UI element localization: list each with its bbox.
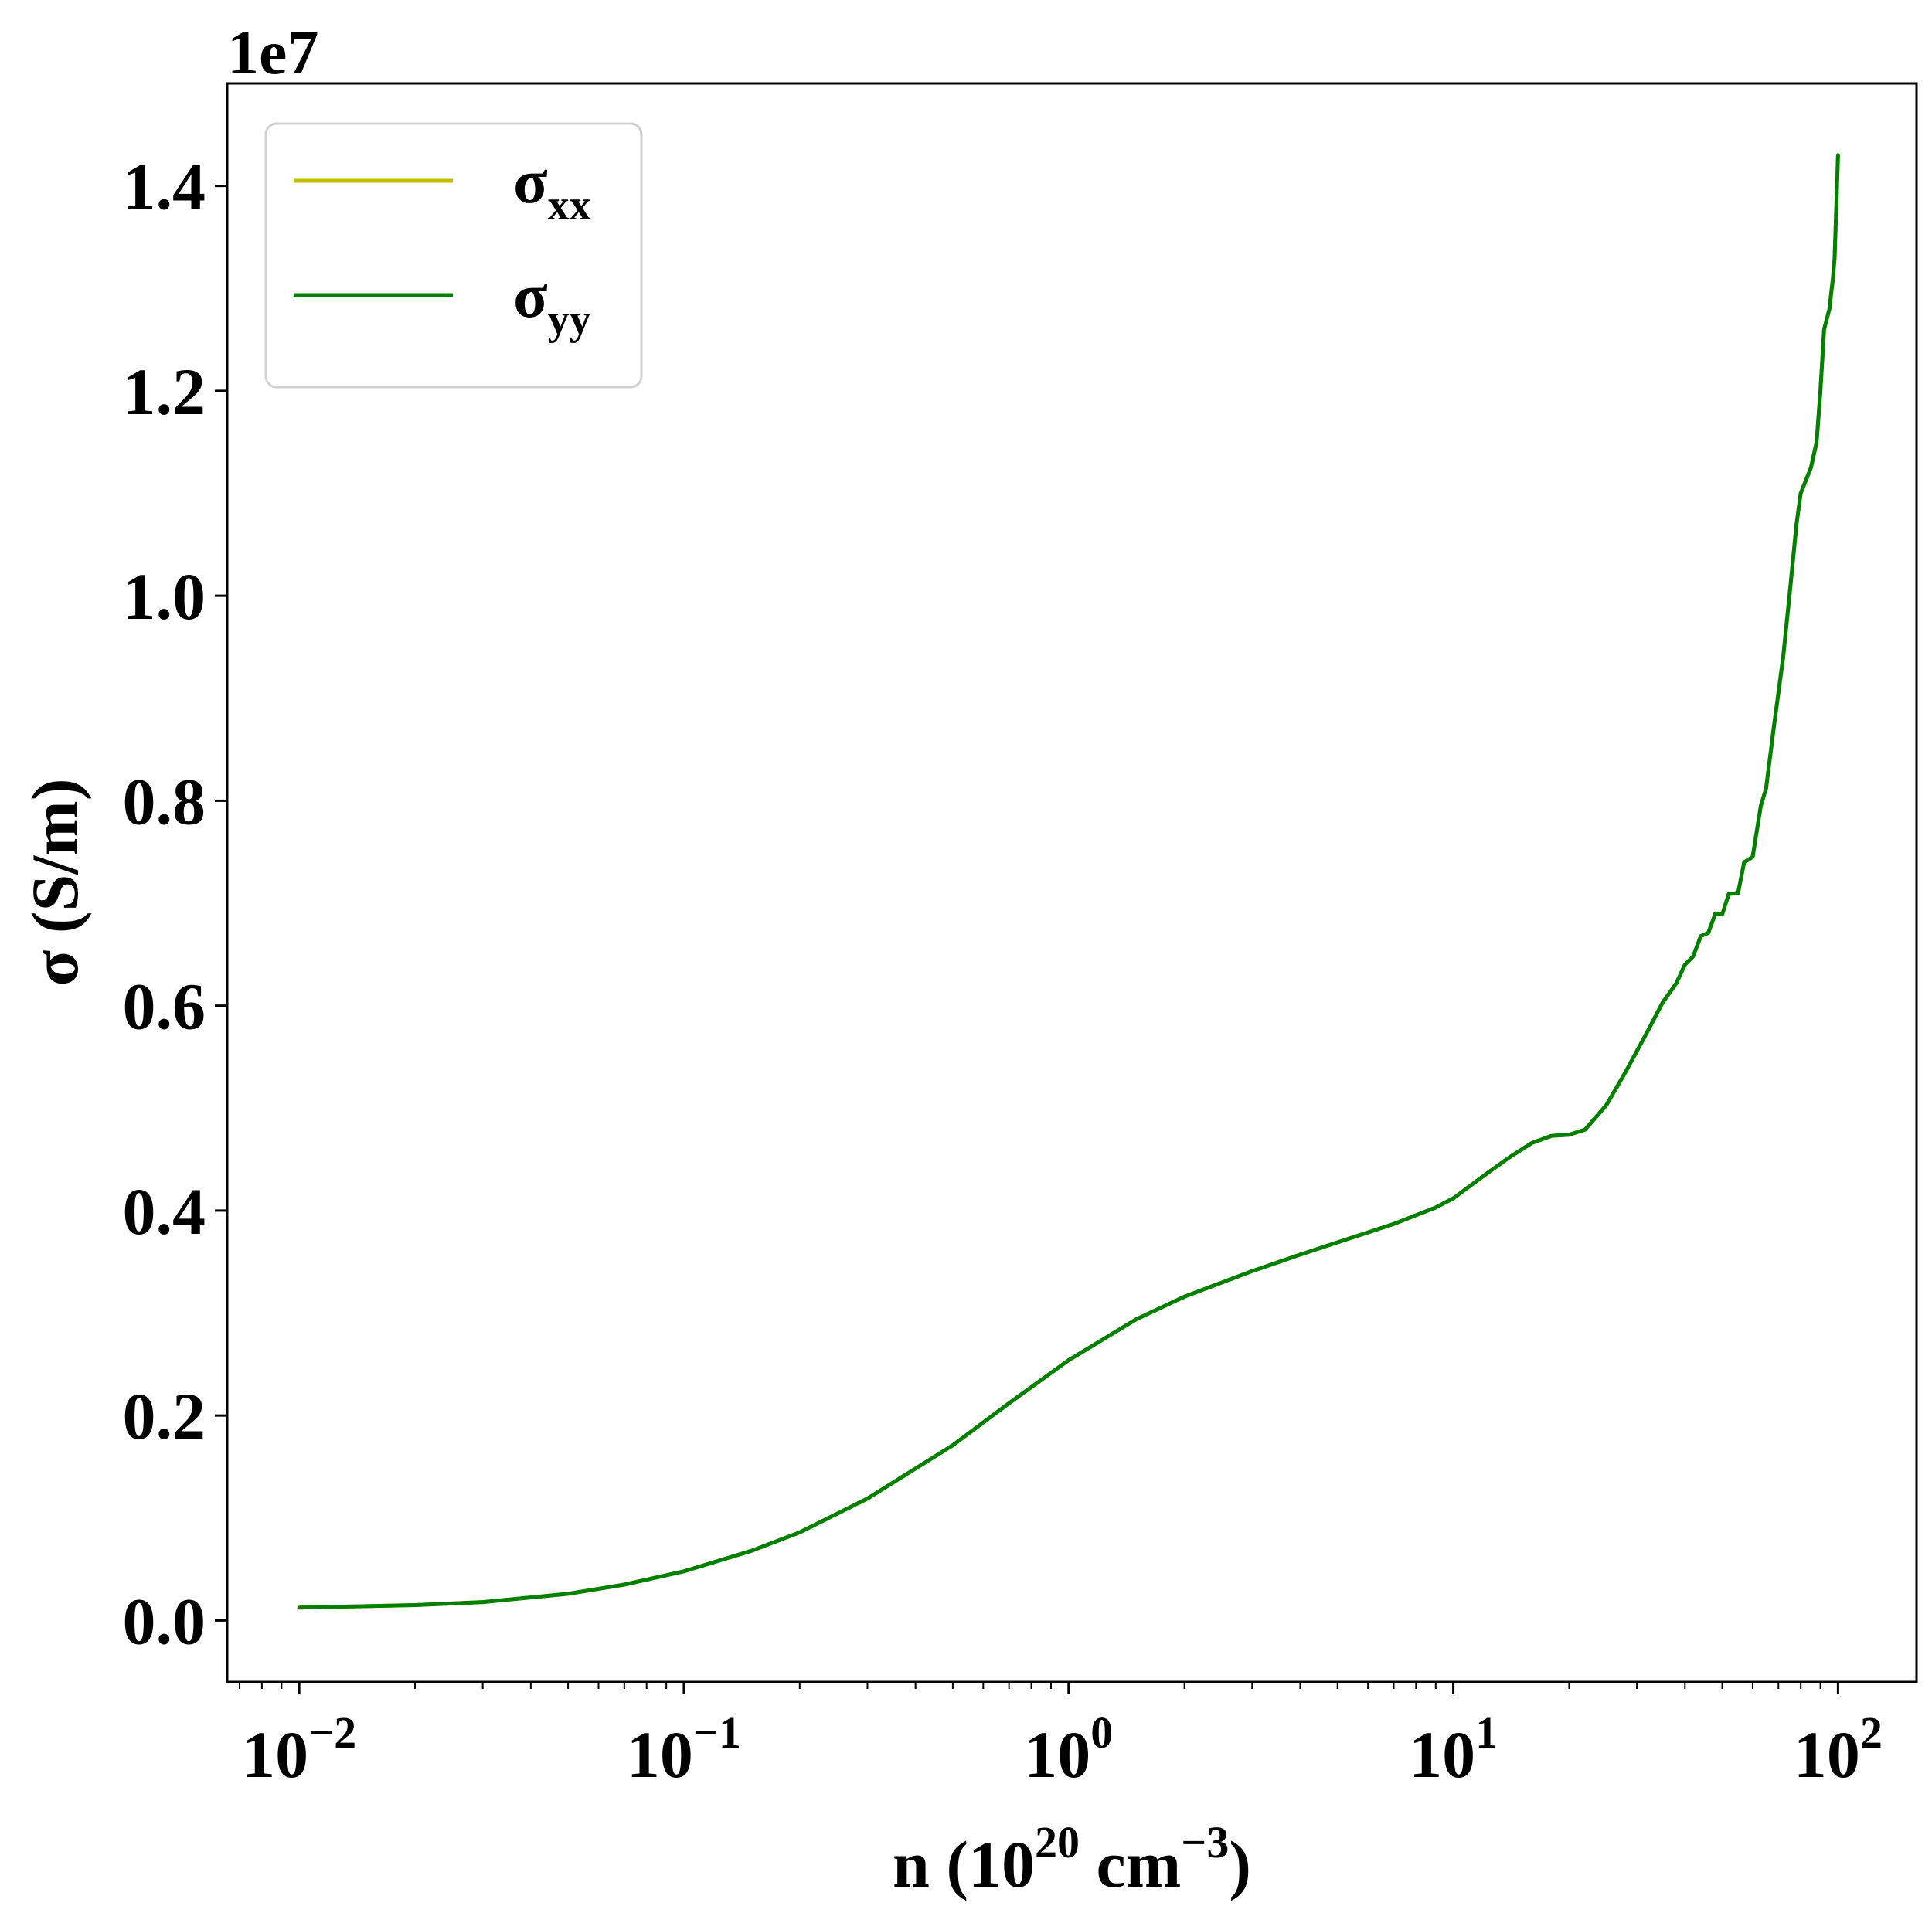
x-tick-label-4: 102 xyxy=(1794,1707,1883,1792)
y-tick-label-7: 1.4 xyxy=(123,150,206,224)
axis-ticks: 10−2 10−1 100 101 102 0.0 0.2 0.4 0.6 0.8 1.0 1.2 1.… xyxy=(123,150,1883,1792)
y-tick-label-0: 0.0 xyxy=(123,1584,206,1658)
x-axis-label-exponent-1: 20 xyxy=(1035,1817,1080,1867)
y-axis-label: σ (S/m) xyxy=(18,779,92,987)
y-tick-label-4: 0.8 xyxy=(123,764,206,838)
legend-label-sigma-xx: σxx xyxy=(513,146,591,229)
x-tick-label-0: 10−2 xyxy=(242,1707,356,1792)
x-tick-label-3: 101 xyxy=(1409,1707,1498,1792)
plot-frame xyxy=(226,82,1918,1683)
y-tick-label-2: 0.4 xyxy=(123,1174,206,1249)
x-axis-label-suffix: ) xyxy=(1229,1827,1251,1901)
x-axis-label-exponent-2: −3 xyxy=(1181,1817,1229,1867)
legend: σxx σyy xyxy=(264,122,643,389)
y-tick-label-1: 0.2 xyxy=(123,1379,206,1453)
y-tick-label-6: 1.2 xyxy=(123,355,206,429)
series-lines xyxy=(297,153,1840,1610)
series-line-sigma-yy xyxy=(297,153,1840,1610)
y-tick-label-5: 1.0 xyxy=(123,559,206,634)
x-axis-label-mid: cm xyxy=(1080,1827,1181,1901)
legend-box xyxy=(264,122,643,389)
y-offset-label: 1e7 xyxy=(227,17,318,87)
x-tick-label-2: 100 xyxy=(1024,1707,1113,1792)
y-tick-label-3: 0.6 xyxy=(123,970,206,1044)
x-tick-label-1: 10−1 xyxy=(627,1707,741,1792)
x-axis-label-prefix: n (10 xyxy=(893,1827,1035,1901)
x-axis-label: n (1020 cm−3) xyxy=(893,1817,1251,1901)
legend-label-sigma-yy: σyy xyxy=(513,260,591,344)
